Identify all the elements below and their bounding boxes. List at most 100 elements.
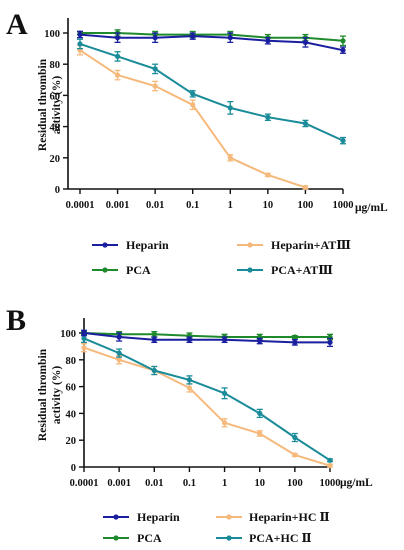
panel-b-point-heparin bbox=[292, 339, 298, 345]
panel-b-point-pca-hc-ii bbox=[292, 434, 298, 441]
panel-b-x-tick-label: 1000 bbox=[320, 478, 341, 489]
panel-a-point-heparin bbox=[265, 38, 271, 44]
panel-b-line-pca bbox=[83, 332, 330, 338]
panel-b-point-heparin-hc-ii bbox=[292, 452, 298, 458]
legend-label-heparin-at3: Heparin+ATⅢ bbox=[271, 238, 351, 252]
panel-b-line-heparin-hc-ii bbox=[83, 346, 331, 467]
legend-item-pca: PCA bbox=[92, 263, 151, 277]
panel-a-x-tick-label: 0.1 bbox=[186, 200, 199, 211]
panel-a-point-pca-atiii bbox=[302, 120, 309, 127]
panel-a-x-tick-label: 1 bbox=[228, 200, 233, 211]
panel-b-y-tick-label: 80 bbox=[66, 356, 77, 367]
panel-a-y-tick-label: 40 bbox=[50, 123, 61, 134]
panel-a-point-pca-atiii bbox=[340, 138, 346, 144]
panel-a-point-pca-atiii bbox=[114, 53, 121, 60]
panel-b-point-heparin-hc-ii bbox=[186, 385, 193, 391]
panel-b-point-heparin bbox=[81, 330, 87, 336]
panel-b-point-heparin-hc-ii bbox=[221, 420, 228, 426]
legend-item-heparin-at3: Heparin+ATⅢ bbox=[237, 238, 351, 252]
panel-a-point-heparin-atiii bbox=[190, 102, 196, 108]
panel-a-x-tick-label: 0.0001 bbox=[66, 200, 95, 211]
panel-a-x-tick-label: 0.001 bbox=[106, 200, 130, 211]
panel-b-x-tick-label: 0.01 bbox=[145, 478, 163, 489]
panel-a-point-heparin bbox=[190, 33, 196, 39]
panel-b-y-ticks: 0 20 40 60 80 100 bbox=[60, 329, 84, 474]
panel-b-y-tick-label: 60 bbox=[66, 383, 77, 394]
panel-b-point-pca-hc-ii bbox=[221, 390, 228, 396]
legend-label-pca-at3: PCA+ATⅢ bbox=[271, 263, 333, 277]
panel-b-series-heparin-hc-ii bbox=[81, 343, 333, 469]
panel-b-point-heparin bbox=[327, 339, 333, 345]
panel-a-y-tick-label: 0 bbox=[55, 185, 60, 196]
panel-a-point-heparin bbox=[77, 31, 83, 38]
legend-item-pca: PCA bbox=[103, 531, 162, 545]
panel-a-y-tick-label: 60 bbox=[50, 91, 61, 102]
panel-a-legend: Heparin Heparin+ATⅢ PCA PCA+ATⅢ bbox=[92, 238, 351, 277]
panel-b-ylabel-line1: Residual thrombin bbox=[37, 348, 49, 441]
panel-a-line-pca-atiii bbox=[79, 42, 344, 142]
panel-a-series bbox=[77, 29, 346, 191]
panel-b-point-heparin bbox=[116, 334, 122, 340]
panel-a-y-tick-label: 100 bbox=[44, 29, 60, 40]
panel-b-label: B bbox=[6, 304, 26, 337]
panel-b-series bbox=[81, 329, 333, 469]
panel-a-x-tick-label: 100 bbox=[298, 200, 314, 211]
panel-a-x-tick-label: 1000 bbox=[333, 200, 354, 211]
legend-item-heparin-hc2: Heparin+HC Ⅱ bbox=[216, 510, 330, 524]
legend-item-pca-at3: PCA+ATⅢ bbox=[237, 263, 333, 277]
panel-a-x-tick-label: 0.01 bbox=[146, 200, 164, 211]
panel-b-x-tick-label: 100 bbox=[287, 478, 303, 489]
panel-b-y-tick-label: 100 bbox=[60, 329, 76, 340]
panel-a-line-pca bbox=[80, 32, 344, 42]
panel-b-point-pca bbox=[292, 334, 298, 340]
panel-b-point-pca-hc-ii bbox=[151, 367, 157, 374]
panel-a-x-ticks: 0.0001 0.001 0.01 0.1 1 10 100 1000 bbox=[66, 189, 354, 211]
panel-a-point-heparin bbox=[114, 35, 121, 41]
panel-b-point-heparin-hc-ii bbox=[81, 345, 87, 351]
panel-b-x-tick-label: 10 bbox=[254, 478, 265, 489]
panel-b-x-ticks: 0.0001 0.001 0.01 0.1 1 10 100 1000 bbox=[70, 467, 341, 489]
legend-label-pca-hc2: PCA+HC Ⅱ bbox=[249, 531, 312, 545]
panel-a-point-pca-atiii bbox=[77, 41, 83, 47]
panel-a-point-heparin bbox=[340, 47, 346, 53]
panel-a-point-heparin-atiii bbox=[114, 72, 121, 78]
panel-b-point-heparin-hc-ii bbox=[116, 357, 122, 363]
panel-a-point-pca-atiii bbox=[265, 114, 271, 120]
panel-b-point-pca-hc-ii bbox=[81, 335, 87, 341]
panel-b-y-tick-label: 0 bbox=[71, 463, 76, 474]
legend-item-heparin: Heparin bbox=[103, 510, 180, 524]
panel-a-ylabel-line1: Residual thrombin bbox=[37, 58, 49, 151]
panel-b-line-pca-hc-ii bbox=[83, 337, 331, 462]
legend-item-pca-hc2: PCA+HC Ⅱ bbox=[216, 531, 312, 545]
panel-a-y-tick-label: 20 bbox=[50, 154, 61, 165]
panel-b-chart: B Residual thrombin activity (%) 0 20 40 60… bbox=[6, 304, 373, 545]
panel-b-point-heparin-hc-ii bbox=[257, 430, 263, 437]
panel-b-x-tick-label: 0.1 bbox=[183, 478, 196, 489]
panel-a-point-heparin-atiii bbox=[302, 184, 309, 191]
panel-b-x-tick-label: 0.0001 bbox=[70, 478, 99, 489]
panel-b-point-heparin bbox=[151, 337, 157, 343]
panel-b-point-pca-hc-ii bbox=[116, 350, 122, 356]
panel-a-point-pca bbox=[340, 38, 346, 44]
panel-a-point-pca-atiii bbox=[152, 66, 158, 72]
panel-a-point-heparin bbox=[302, 39, 309, 45]
legend-label-heparin-hc2: Heparin+HC Ⅱ bbox=[249, 510, 330, 524]
panel-a-ylabel-line2: activity (%) bbox=[51, 76, 63, 135]
panel-a-chart: A Residual thrombin activity (%) 0 20 40 60… bbox=[6, 8, 388, 277]
panel-a-series-pca-atiii bbox=[77, 38, 346, 145]
legend-label-pca: PCA bbox=[126, 263, 151, 277]
panel-b-point-pca-hc-ii bbox=[327, 457, 333, 463]
panel-b-ylabel-line2: activity (%) bbox=[51, 366, 63, 425]
panel-a-point-heparin bbox=[227, 35, 233, 41]
panel-b-series-pca-hc-ii bbox=[81, 333, 333, 463]
legend-item-heparin: Heparin bbox=[92, 238, 169, 252]
panel-b-point-pca-hc-ii bbox=[257, 410, 263, 416]
panel-a-point-pca-atiii bbox=[227, 105, 233, 111]
panel-b-y-tick-label: 20 bbox=[66, 436, 77, 447]
panel-a-line-heparin bbox=[79, 33, 344, 52]
panel-a-point-pca-atiii bbox=[190, 91, 196, 97]
panel-b-x-tick-label: 0.001 bbox=[107, 478, 131, 489]
panel-a-x-unit: μg/mL bbox=[355, 202, 388, 214]
panel-b-line-heparin bbox=[83, 332, 330, 344]
